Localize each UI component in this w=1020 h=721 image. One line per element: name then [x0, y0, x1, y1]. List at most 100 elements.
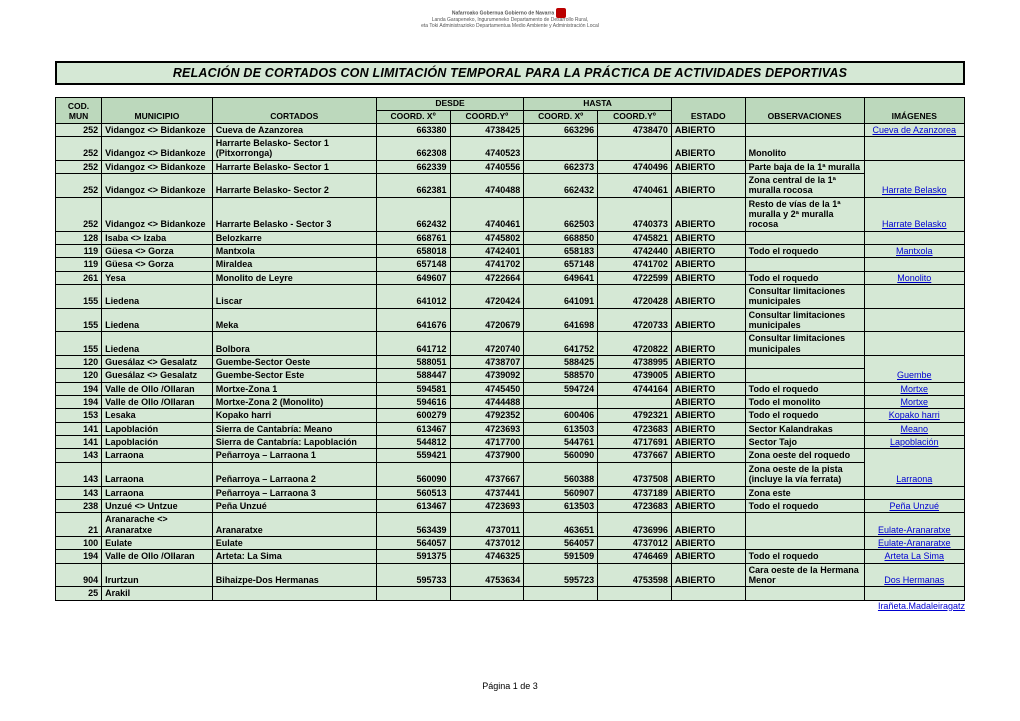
- image-link[interactable]: Monolito: [897, 273, 931, 283]
- table-cell: 252: [56, 173, 102, 197]
- table-cell: 4741702: [598, 258, 672, 271]
- image-link[interactable]: Meano: [901, 424, 929, 434]
- table-cell: 641752: [524, 332, 598, 356]
- table-row: 143LarraonaPeñarroya – Larraona 25600904…: [56, 462, 965, 486]
- image-link[interactable]: Mortxe: [901, 397, 929, 407]
- table-cell[interactable]: Eulate-Aranaratxe: [864, 513, 964, 537]
- table-cell: Eulate: [102, 536, 213, 549]
- image-link[interactable]: Arteta La Sima: [885, 551, 945, 561]
- table-cell[interactable]: Dos Hermanas: [864, 563, 964, 587]
- table-cell[interactable]: Lapoblación: [864, 436, 964, 449]
- table-cell: Vidangoz <> Bidankoze: [102, 160, 213, 173]
- image-link[interactable]: Harrate Belasko: [882, 219, 947, 229]
- table-cell: ABIERTO: [671, 449, 745, 462]
- table-cell: 560388: [524, 462, 598, 486]
- table-cell: [745, 123, 864, 136]
- table-cell: Liedena: [102, 308, 213, 332]
- table-cell: 4792321: [598, 409, 672, 422]
- table-cell: Harrarte Belasko- Sector 1: [212, 160, 376, 173]
- table-cell: 600279: [376, 409, 450, 422]
- table-cell[interactable]: Monolito: [864, 271, 964, 284]
- image-link[interactable]: Eulate-Aranaratxe: [878, 538, 951, 548]
- image-link[interactable]: Lapoblación: [890, 437, 939, 447]
- table-cell[interactable]: Kopako harri: [864, 409, 964, 422]
- image-link[interactable]: Dos Hermanas: [884, 575, 944, 585]
- image-link[interactable]: Guembe: [897, 370, 932, 380]
- table-cell: Miraldea: [212, 258, 376, 271]
- table-cell: 4737508: [598, 462, 672, 486]
- table-cell: Belozkarre: [212, 231, 376, 244]
- table-cell[interactable]: Eulate-Aranaratxe: [864, 536, 964, 549]
- col-imagenes: IMÁGENES: [864, 98, 964, 124]
- image-link[interactable]: Larraona: [896, 474, 932, 484]
- table-cell: ABIERTO: [671, 258, 745, 271]
- table-cell: [745, 258, 864, 271]
- table-cell: 252: [56, 160, 102, 173]
- table-row: 252Vidangoz <> BidankozeHarrarte Belasko…: [56, 136, 965, 160]
- table-cell: 155: [56, 308, 102, 332]
- col-municipio: MUNICIPIO: [102, 98, 213, 124]
- table-cell: 641712: [376, 332, 450, 356]
- logo-line3: eta Toki Administrazioko Departamentua M…: [0, 24, 1020, 30]
- table-cell[interactable]: Arteta La Sima: [864, 550, 964, 563]
- table-cell: 662432: [524, 173, 598, 197]
- table-cell: [745, 356, 864, 369]
- table-cell: 463651: [524, 513, 598, 537]
- table-cell: 141: [56, 422, 102, 435]
- table-cell: ABIERTO: [671, 550, 745, 563]
- table-cell: Kopako harri: [212, 409, 376, 422]
- table-cell: 613467: [376, 422, 450, 435]
- table-row: 252Vidangoz <> Bidankoze Cueva de Azanzor…: [56, 123, 965, 136]
- table-cell[interactable]: Guembe: [864, 356, 964, 383]
- image-link[interactable]: Cueva de Azanzorea: [872, 125, 956, 135]
- table-cell: 238: [56, 499, 102, 512]
- table-cell: ABIERTO: [671, 436, 745, 449]
- table-cell: 544761: [524, 436, 598, 449]
- table-row: 120Guesálaz <> GesalatzGuembe-Sector Est…: [56, 369, 965, 382]
- table-row: 252Vidangoz <> BidankozeHarrarte Belasko…: [56, 173, 965, 197]
- table-row: 141LapoblaciónSierra de Cantabría: Lapob…: [56, 436, 965, 449]
- table-row: 128Isaba <> IzabaBelozkarre6687614745802…: [56, 231, 965, 244]
- col-observaciones: OBSERVACIONES: [745, 98, 864, 124]
- table-cell[interactable]: Harrate Belasko: [864, 160, 964, 197]
- image-link[interactable]: Harrate Belasko: [882, 185, 947, 195]
- table-cell: Vidangoz <> Bidankoze: [102, 123, 213, 136]
- table-cell[interactable]: Larraona: [864, 449, 964, 486]
- table-cell: Guembe-Sector Oeste: [212, 356, 376, 369]
- table-row: 194Valle de Ollo /OllaranMortxe-Zona 159…: [56, 382, 965, 395]
- image-link[interactable]: Mantxola: [896, 246, 933, 256]
- table-cell: Guesálaz <> Gesalatz: [102, 356, 213, 369]
- table-cell[interactable]: Mantxola: [864, 244, 964, 257]
- image-link[interactable]: Eulate-Aranaratxe: [878, 525, 951, 535]
- table-cell[interactable]: Mortxe: [864, 382, 964, 395]
- table-cell: 252: [56, 123, 102, 136]
- table-cell: 594581: [376, 382, 450, 395]
- table-cell: 595733: [376, 563, 450, 587]
- table-cell: 4740556: [450, 160, 524, 173]
- table-cell: 4740373: [598, 197, 672, 231]
- table-cell: 658183: [524, 244, 598, 257]
- image-link[interactable]: Mortxe: [901, 384, 929, 394]
- table-cell[interactable]: Mortxe: [864, 396, 964, 409]
- table-cell: 657148: [376, 258, 450, 271]
- table-cell: 4720424: [450, 285, 524, 309]
- table-row: 194Valle de Ollo /OllaranArteta: La Sima…: [56, 550, 965, 563]
- table-cell: 4742440: [598, 244, 672, 257]
- image-link[interactable]: Kopako harri: [889, 410, 940, 420]
- table-cell[interactable]: Harrate Belasko: [864, 197, 964, 231]
- table-cell: 194: [56, 550, 102, 563]
- table-cell: ABIERTO: [671, 462, 745, 486]
- table-row: 141LapoblaciónSierra de Cantabría: Meano…: [56, 422, 965, 435]
- table-cell: ABIERTO: [671, 409, 745, 422]
- table-cell[interactable]: Peña Unzué: [864, 499, 964, 512]
- partial-link[interactable]: Irañeta.Madaleiragatz: [878, 601, 965, 611]
- table-row: 155LiedenaMeka64167647206796416984720733…: [56, 308, 965, 332]
- table-cell[interactable]: Cueva de Azanzorea: [864, 123, 964, 136]
- table-cell: 141: [56, 436, 102, 449]
- image-link[interactable]: Peña Unzué: [889, 501, 939, 511]
- table-cell: 4720733: [598, 308, 672, 332]
- table-cell[interactable]: Meano: [864, 422, 964, 435]
- table-cell: Valle de Ollo /Ollaran: [102, 396, 213, 409]
- table-cell: 649607: [376, 271, 450, 284]
- table-cell: 663296: [524, 123, 598, 136]
